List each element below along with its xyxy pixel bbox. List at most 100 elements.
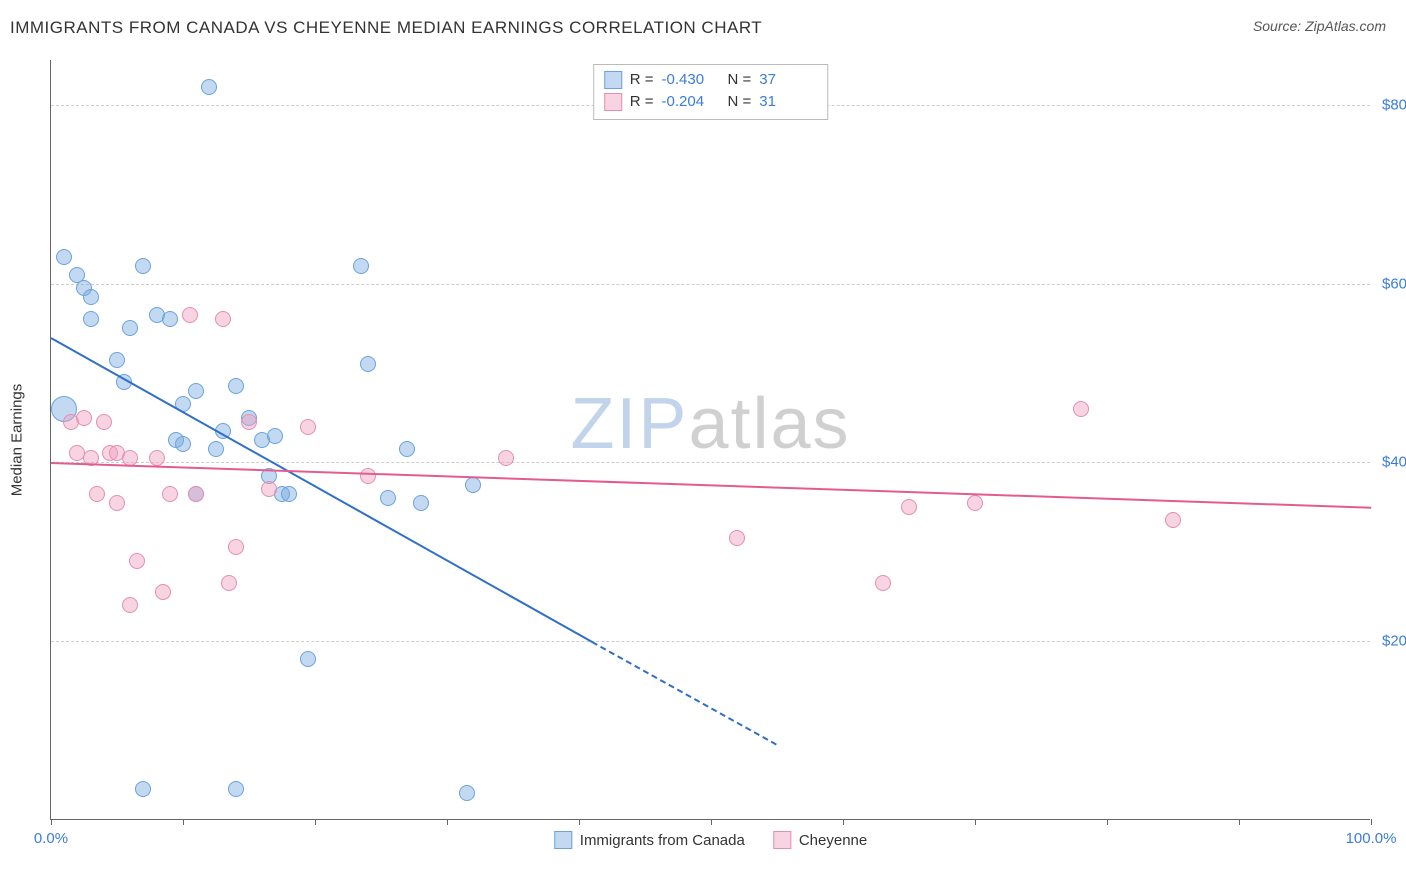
data-point [208, 441, 224, 457]
data-point [182, 307, 198, 323]
data-point [967, 495, 983, 511]
data-point [261, 481, 277, 497]
x-tick [447, 819, 448, 825]
data-point [83, 311, 99, 327]
legend-swatch [773, 831, 791, 849]
data-point [122, 597, 138, 613]
data-point [228, 539, 244, 555]
data-point [241, 414, 257, 430]
data-point [729, 530, 745, 546]
data-point [1165, 512, 1181, 528]
chart-header: IMMIGRANTS FROM CANADA VS CHEYENNE MEDIA… [0, 0, 1406, 46]
x-tick [183, 819, 184, 825]
data-point [149, 450, 165, 466]
data-point [459, 785, 475, 801]
legend-row: R = -0.430 N = 37 [604, 69, 818, 91]
data-point [162, 486, 178, 502]
x-tick [1239, 819, 1240, 825]
data-point [188, 383, 204, 399]
data-point [135, 781, 151, 797]
y-axis-label: Median Earnings [9, 383, 26, 496]
x-tick [1107, 819, 1108, 825]
data-point [215, 311, 231, 327]
plot-area: Median Earnings ZIPatlas R =-0.430N =37R… [50, 60, 1370, 820]
x-tick [315, 819, 316, 825]
data-point [380, 490, 396, 506]
gridline [51, 641, 1370, 642]
legend-row: R = -0.204 N = 31 [604, 91, 818, 113]
data-point [228, 378, 244, 394]
regression-line [51, 462, 1371, 509]
legend-r-value: -0.204 [662, 91, 720, 113]
y-tick-label: $20,000 [1376, 633, 1406, 650]
x-tick-label: 0.0% [34, 830, 68, 847]
x-tick [975, 819, 976, 825]
legend-item: Immigrants from Canada [554, 831, 745, 849]
series-legend: Immigrants from Canada Cheyenne [554, 831, 867, 849]
data-point [109, 352, 125, 368]
data-point [175, 436, 191, 452]
legend-item: Cheyenne [773, 831, 867, 849]
data-point [109, 495, 125, 511]
legend-r-value: -0.430 [662, 69, 720, 91]
data-point [281, 486, 297, 502]
gridline [51, 462, 1370, 463]
data-point [162, 311, 178, 327]
data-point [221, 575, 237, 591]
regression-line [592, 641, 778, 746]
data-point [56, 249, 72, 265]
x-tick [1371, 819, 1372, 825]
data-point [129, 553, 145, 569]
data-point [353, 258, 369, 274]
data-point [155, 584, 171, 600]
legend-series-name: Cheyenne [799, 832, 867, 849]
y-tick-label: $40,000 [1376, 454, 1406, 471]
data-point [201, 79, 217, 95]
x-tick [579, 819, 580, 825]
data-point [83, 289, 99, 305]
watermark: ZIPatlas [570, 383, 850, 465]
legend-swatch [604, 71, 622, 89]
data-point [300, 419, 316, 435]
data-point [360, 468, 376, 484]
data-point [399, 441, 415, 457]
x-tick [51, 819, 52, 825]
data-point [498, 450, 514, 466]
data-point [901, 499, 917, 515]
data-point [465, 477, 481, 493]
data-point [188, 486, 204, 502]
y-tick-label: $60,000 [1376, 275, 1406, 292]
data-point [76, 410, 92, 426]
data-point [875, 575, 891, 591]
x-tick-label: 100.0% [1346, 830, 1397, 847]
legend-swatch [554, 831, 572, 849]
data-point [89, 486, 105, 502]
x-tick [711, 819, 712, 825]
legend-n-value: 31 [759, 91, 817, 113]
data-point [228, 781, 244, 797]
gridline [51, 284, 1370, 285]
watermark-zip: ZIP [570, 384, 688, 464]
legend-r-label: R = [630, 69, 654, 91]
legend-swatch [604, 93, 622, 111]
data-point [135, 258, 151, 274]
chart-title: IMMIGRANTS FROM CANADA VS CHEYENNE MEDIA… [10, 18, 762, 38]
data-point [122, 450, 138, 466]
legend-n-label: N = [728, 91, 752, 113]
legend-r-label: R = [630, 91, 654, 113]
legend-n-value: 37 [759, 69, 817, 91]
data-point [267, 428, 283, 444]
data-point [300, 651, 316, 667]
data-point [122, 320, 138, 336]
y-tick-label: $80,000 [1376, 96, 1406, 113]
legend-n-label: N = [728, 69, 752, 91]
data-point [413, 495, 429, 511]
data-point [96, 414, 112, 430]
legend-series-name: Immigrants from Canada [580, 832, 745, 849]
correlation-legend: R = -0.430 N = 37 R = -0.204 N = 31 [593, 64, 829, 120]
data-point [360, 356, 376, 372]
x-tick [843, 819, 844, 825]
watermark-atlas: atlas [688, 384, 850, 464]
source-attribution: Source: ZipAtlas.com [1253, 18, 1386, 34]
data-point [1073, 401, 1089, 417]
